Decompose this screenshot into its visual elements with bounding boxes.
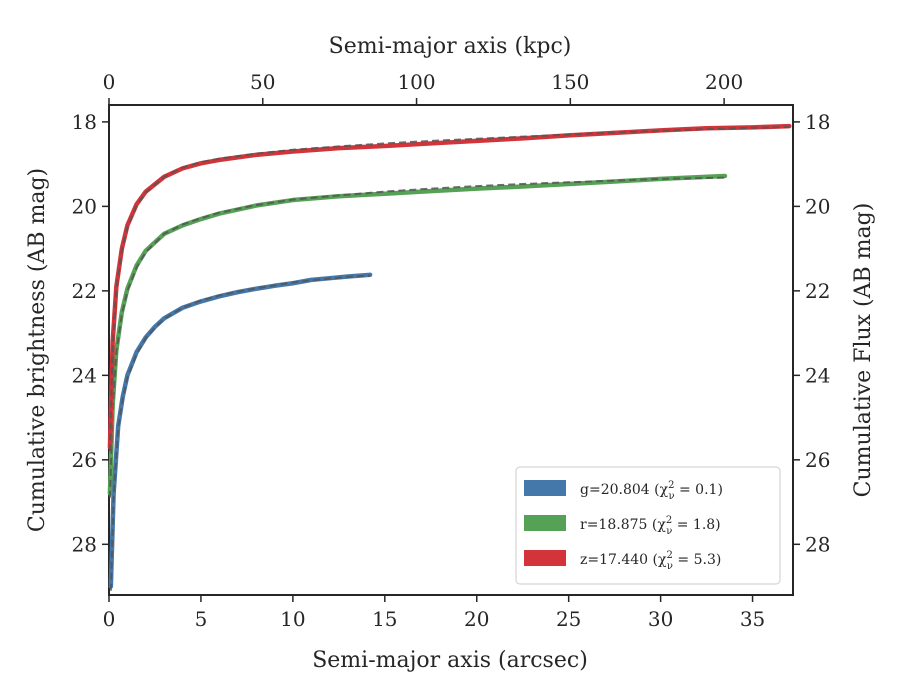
x2-tick-label: 200 xyxy=(705,70,743,94)
legend-swatch xyxy=(524,515,566,531)
legend-box xyxy=(515,466,781,585)
x2-tick-label: 100 xyxy=(397,70,435,94)
y-axis-title: Cumulative brightness (AB mag) xyxy=(25,168,50,532)
y-tick-label: 20 xyxy=(72,194,97,218)
plot-border xyxy=(108,104,794,596)
x-tick-label: 5 xyxy=(195,607,208,631)
x2-tick-label: 50 xyxy=(250,70,275,94)
ticks-layer: 0 5 10 15 20 25 30 35 0 50 100 150 200 18 18 20 20 22 22 24… xyxy=(72,70,831,631)
series-line-z xyxy=(107,123,792,450)
y-tick-label: 24 xyxy=(72,363,97,387)
series-g xyxy=(108,272,373,591)
series-z xyxy=(107,123,792,452)
x-tick-label: 25 xyxy=(556,607,581,631)
y2-tick-label: 26 xyxy=(805,448,830,472)
y2-axis-title: Cumulative Flux (AB mag) xyxy=(851,203,876,498)
legend-label: g=20.804 (χ2 ν = 0.1) xyxy=(580,480,723,502)
x-tick-label: 0 xyxy=(103,607,116,631)
x2-tick-label: 0 xyxy=(103,70,116,94)
series-line-g xyxy=(108,272,373,589)
legend-label: z=17.440 (χ2 ν = 5.3) xyxy=(580,550,721,572)
x-tick-label: 30 xyxy=(648,607,673,631)
x-tick-label: 15 xyxy=(372,607,397,631)
legend: g=20.804 (χ2 ν = 0.1) r=18.875 (χ2 ν = 1.8)… xyxy=(515,466,781,585)
legend-swatch xyxy=(524,550,566,566)
legend-swatch xyxy=(524,480,566,496)
y2-tick-label: 20 xyxy=(805,194,830,218)
x-axis-title: Semi-major axis (arcsec) xyxy=(312,648,588,673)
model-line-g xyxy=(109,274,371,591)
y2-tick-label: 18 xyxy=(805,110,830,134)
y-tick-label: 22 xyxy=(72,279,97,303)
legend-label: r=18.875 (χ2 ν = 1.8) xyxy=(580,515,721,537)
x-tick-label: 20 xyxy=(464,607,489,631)
y2-tick-label: 22 xyxy=(805,279,830,303)
plot-frame xyxy=(108,104,794,596)
y-tick-label: 18 xyxy=(72,110,97,134)
y-tick-label: 26 xyxy=(72,448,97,472)
series-r xyxy=(107,173,728,498)
series-layer xyxy=(107,123,792,591)
y2-tick-label: 28 xyxy=(805,532,830,556)
x2-axis-title: Semi-major axis (kpc) xyxy=(329,34,572,59)
model-line-r xyxy=(108,176,725,498)
x-tick-label: 35 xyxy=(740,607,765,631)
series-line-r xyxy=(107,173,728,496)
y-tick-label: 28 xyxy=(72,532,97,556)
x2-tick-label: 150 xyxy=(551,70,589,94)
x-tick-label: 10 xyxy=(280,607,305,631)
y2-tick-label: 24 xyxy=(805,363,830,387)
model-line-z xyxy=(108,125,790,452)
